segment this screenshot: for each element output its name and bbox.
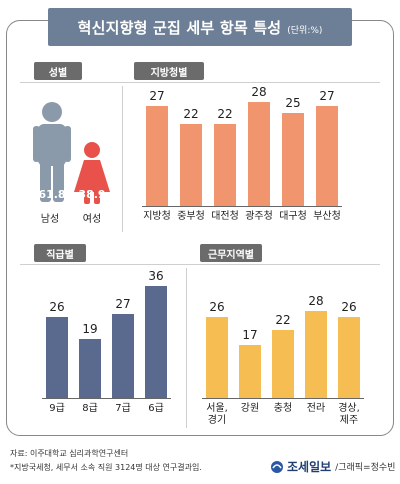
title-banner: 혁신지향형 군집 세부 항목 특성 (단위:%) [48, 8, 352, 46]
value-label-3: 28 [308, 293, 324, 308]
category-label-1: 8급 [82, 403, 98, 414]
value-label-0: 27 [149, 88, 165, 103]
female-figure-icon [74, 142, 110, 204]
brand-name: 조세일보 [287, 460, 332, 474]
chart-frame [6, 20, 394, 436]
section-label-area: 근무지역별 [200, 244, 262, 262]
bar-0 [146, 105, 168, 206]
value-label-0: 26 [209, 300, 225, 315]
gender-figures [33, 102, 110, 204]
category-label-0: 9급 [49, 403, 65, 414]
source-text: 자료: 이주대학교 심리과학연구센터 [10, 449, 129, 458]
brand-logo-icon [271, 460, 283, 473]
category-label-0: 지방청 [143, 211, 171, 222]
value-label-5: 27 [319, 88, 335, 103]
divider-vertical-top [122, 86, 123, 232]
note-text: *지방국세청, 세무서 소속 직원 3124명 대상 연구결과임. [10, 463, 202, 472]
category-label-male: 남성 [40, 214, 60, 225]
bar-3 [248, 101, 270, 206]
bar-1 [239, 345, 261, 398]
bar-5 [316, 105, 338, 206]
category-label-5: 부산청 [313, 211, 341, 222]
bar-4 [282, 112, 304, 206]
bar-1 [180, 124, 202, 206]
category-label-2: 7급 [115, 403, 131, 414]
category-label-0: 서울, 경기 [206, 403, 228, 426]
section-label-region: 지방청별 [134, 62, 204, 80]
bar-2 [272, 329, 294, 398]
baseline-axis [202, 398, 364, 399]
baseline-axis [142, 206, 342, 207]
female-value-label: 38.9 [78, 188, 106, 201]
unit-label: (단위:%) [287, 25, 323, 36]
category-label-1: 중부청 [177, 211, 205, 222]
bar-2 [214, 124, 236, 206]
bar-2 [112, 314, 134, 398]
bar-3 [305, 310, 327, 398]
value-label-3: 36 [148, 269, 164, 283]
category-label-3: 광주청 [245, 211, 273, 222]
value-label-3: 28 [251, 84, 267, 99]
baseline-axis [42, 398, 171, 399]
value-label-0: 26 [49, 300, 65, 315]
value-label-2: 22 [217, 107, 233, 122]
value-label-1: 22 [183, 107, 199, 122]
value-label-2: 27 [115, 297, 131, 311]
value-label-1: 19 [82, 321, 98, 336]
divider-vertical-bottom [186, 268, 187, 428]
category-label-female: 여성 [82, 214, 102, 225]
bar-0 [206, 317, 228, 398]
category-label-3: 6급 [148, 403, 164, 414]
male-figure-icon [33, 102, 71, 202]
divider-middle [20, 264, 380, 265]
chart-title: 혁신지향형 군집 세부 항목 특성 [77, 18, 282, 37]
category-label-2: 대전청 [211, 211, 239, 222]
category-label-4: 경상, 제주 [338, 403, 360, 426]
category-label-3: 전라 [306, 403, 326, 414]
section-label-rank: 직급별 [34, 244, 86, 262]
male-value-label: 61.8 [38, 188, 66, 201]
value-label-2: 22 [275, 312, 291, 327]
bar-0 [46, 317, 68, 398]
bar-4 [338, 317, 360, 398]
category-label-4: 대구청 [279, 211, 307, 222]
bar-3 [145, 286, 167, 398]
divider-top [20, 82, 380, 83]
value-label-4: 26 [341, 300, 357, 315]
section-label-gender: 성별 [34, 62, 82, 80]
bar-1 [79, 338, 101, 398]
graphic-credit: /그래픽=정수빈 [335, 463, 396, 473]
value-label-4: 25 [285, 95, 301, 110]
brand: 조세일보 /그래픽=정수빈 [270, 458, 395, 475]
category-label-2: 충청 [273, 403, 293, 414]
category-label-1: 강원 [240, 403, 260, 414]
value-label-1: 17 [242, 328, 258, 343]
